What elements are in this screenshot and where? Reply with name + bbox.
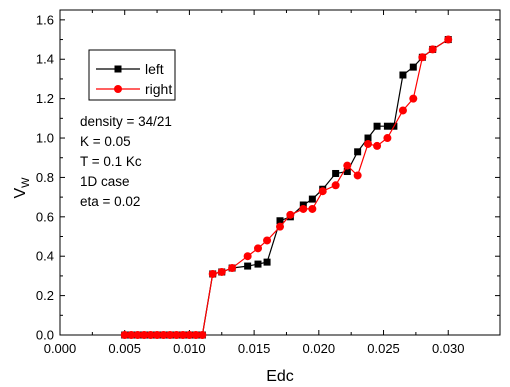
data-point-right: [263, 236, 272, 245]
legend-left-marker: [114, 65, 122, 73]
data-point-right: [398, 106, 407, 115]
data-point-right: [120, 331, 129, 339]
y-axis-label-subscript: W: [20, 177, 32, 188]
x-tick-label: 0.030: [432, 341, 465, 356]
annotation-k: K = 0.05: [80, 134, 131, 149]
series-right: [120, 35, 453, 339]
y-tick-label: 0.8: [36, 170, 54, 185]
data-point-right: [299, 204, 308, 213]
annotation-eta: eta = 0.02: [80, 194, 140, 209]
data-point-right: [140, 331, 149, 339]
data-point-right: [208, 269, 217, 278]
y-tick-label: 0.6: [36, 209, 54, 224]
data-point-right: [318, 187, 327, 196]
series-group: [120, 35, 453, 339]
y-axis-label-main: V: [12, 188, 29, 199]
x-tick-label: 0.025: [367, 341, 400, 356]
data-point-left: [373, 122, 381, 130]
data-point-left: [308, 195, 316, 203]
x-tick-label: 0.005: [108, 341, 141, 356]
y-tick-label: 1.6: [36, 12, 54, 27]
annotation-t: T = 0.1 Kc: [80, 154, 142, 169]
data-point-right: [127, 331, 136, 339]
data-point-right: [146, 331, 155, 339]
data-point-right: [159, 331, 168, 339]
legend-box: [88, 49, 176, 101]
data-point-right: [243, 252, 252, 261]
plot-frame: [59, 9, 501, 336]
legend-right-label: right: [145, 81, 172, 97]
y-tick-label: 0.4: [36, 249, 54, 264]
data-point-left: [343, 168, 351, 176]
y-tick-label: 1.4: [36, 52, 54, 67]
data-point-right: [133, 331, 142, 339]
data-point-right: [178, 331, 187, 339]
y-tick-label: 0.2: [36, 288, 54, 303]
data-point-right: [409, 94, 418, 103]
annotation-block: density = 34/21 K = 0.05 T = 0.1 Kc 1D c…: [80, 114, 172, 209]
data-point-right: [308, 204, 317, 213]
data-point-left: [244, 262, 252, 270]
y-axis-label: VW: [12, 177, 32, 199]
data-point-left: [276, 217, 284, 225]
data-point-left: [354, 148, 362, 156]
data-point-left: [409, 63, 417, 71]
data-point-left: [254, 260, 262, 268]
data-point-right: [353, 171, 362, 180]
x-tick-label: 0.010: [173, 341, 206, 356]
data-point-right: [166, 331, 174, 339]
data-point-left: [383, 122, 391, 130]
annotation-density: density = 34/21: [80, 114, 172, 129]
data-point-right: [373, 141, 382, 150]
legend-left-label: left: [145, 61, 164, 77]
data-point-left: [364, 134, 372, 142]
data-point-right: [343, 161, 352, 170]
data-point-right: [418, 53, 427, 62]
x-axis-label: Edc: [266, 368, 294, 385]
legend-right-marker: [114, 85, 122, 93]
data-point-right: [228, 264, 237, 273]
y-tick-label: 1.2: [36, 91, 54, 106]
data-point-right: [364, 139, 372, 148]
data-point-right: [383, 134, 392, 143]
data-point-left: [332, 169, 340, 177]
data-point-left: [263, 258, 271, 266]
y-tick-label: 1.0: [36, 131, 54, 146]
annotation-case: 1D case: [80, 174, 130, 189]
x-tick-label: 0.015: [238, 341, 271, 356]
x-tick-label: 0.000: [44, 341, 77, 356]
data-point-right: [286, 210, 295, 219]
x-tick-label: 0.020: [303, 341, 336, 356]
data-point-right: [254, 244, 262, 253]
data-point-right: [276, 222, 284, 231]
data-point-right: [331, 181, 340, 190]
data-point-right: [428, 45, 437, 54]
legend: left right: [88, 49, 176, 101]
y-tick-label: 0.0: [36, 328, 54, 343]
data-point-left: [399, 71, 407, 79]
data-point-right: [191, 331, 200, 339]
data-point-right: [185, 331, 194, 339]
axis-ticks: 0.000 0.005 0.010 0.015 0.020 0.025 0.030 0.0 0.…: [36, 10, 500, 356]
data-point-right: [444, 35, 453, 44]
data-point-right: [198, 331, 207, 339]
data-point-right: [217, 267, 226, 276]
data-point-right: [153, 331, 162, 339]
data-point-right: [172, 331, 181, 339]
